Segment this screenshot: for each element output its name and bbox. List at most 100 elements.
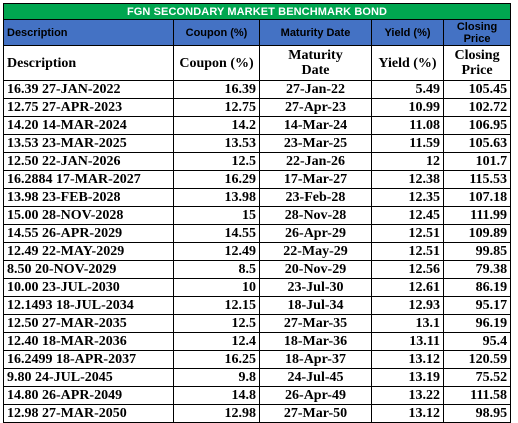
cell-description: 12.98 27-MAR-2050 bbox=[3, 404, 174, 423]
cell-closing-price: 99.85 bbox=[442, 242, 512, 261]
cell-description: 14.55 26-APR-2029 bbox=[3, 224, 174, 243]
header2-description: Description bbox=[3, 45, 174, 81]
cell-closing-price: 86.19 bbox=[442, 278, 512, 297]
table-row: 15.00 28-NOV-2028 15 28-Nov-28 12.45 111.99 bbox=[3, 206, 512, 225]
header2-maturity-text: Maturity Date bbox=[288, 48, 343, 78]
cell-coupon: 12.49 bbox=[173, 242, 260, 261]
cell-maturity: 26-Apr-29 bbox=[259, 224, 372, 243]
cell-yield: 12.45 bbox=[371, 206, 444, 225]
cell-closing-price: 111.58 bbox=[442, 386, 512, 405]
cell-yield: 13.22 bbox=[371, 386, 444, 405]
cell-closing-price: 105.63 bbox=[442, 134, 512, 153]
header-closing-price-text: Closing Price bbox=[456, 20, 498, 45]
cell-closing-price: 95.17 bbox=[442, 296, 512, 315]
cell-maturity: 27-Apr-23 bbox=[259, 98, 372, 117]
table-row: 9.80 24-JUL-2045 9.8 24-Jul-45 13.19 75.52 bbox=[3, 368, 512, 387]
header2-closing-price: Closing Price bbox=[442, 45, 512, 81]
cell-yield: 12.61 bbox=[371, 278, 444, 297]
cell-coupon: 16.39 bbox=[173, 80, 260, 99]
header-coupon: Coupon (%) bbox=[173, 19, 260, 46]
cell-coupon: 8.5 bbox=[173, 260, 260, 279]
cell-description: 12.49 22-MAY-2029 bbox=[3, 242, 174, 261]
cell-closing-price: 98.95 bbox=[442, 404, 512, 423]
table-row: 14.55 26-APR-2029 14.55 26-Apr-29 12.51 109.… bbox=[3, 224, 512, 243]
cell-description: 12.1493 18-JUL-2034 bbox=[3, 296, 174, 315]
cell-yield: 13.12 bbox=[371, 404, 444, 423]
cell-closing-price: 120.59 bbox=[442, 350, 512, 369]
cell-description: 16.2884 17-MAR-2027 bbox=[3, 170, 174, 189]
cell-description: 13.98 23-FEB-2028 bbox=[3, 188, 174, 207]
table-row: 12.50 22-JAN-2026 12.5 22-Jan-26 12 101.7 bbox=[3, 152, 512, 171]
cell-maturity: 28-Nov-28 bbox=[259, 206, 372, 225]
cell-yield: 12.56 bbox=[371, 260, 444, 279]
cell-maturity: 22-Jan-26 bbox=[259, 152, 372, 171]
header-description: Description bbox=[3, 19, 174, 46]
cell-closing-price: 111.99 bbox=[442, 206, 512, 225]
table-row: 12.1493 18-JUL-2034 12.15 18-Jul-34 12.93 95… bbox=[3, 296, 512, 315]
cell-yield: 12.93 bbox=[371, 296, 444, 315]
cell-yield: 12 bbox=[371, 152, 444, 171]
header-row-secondary: Description Coupon (%) Maturity Date Yie… bbox=[3, 45, 512, 81]
cell-closing-price: 75.52 bbox=[442, 368, 512, 387]
header2-closing-price-text: Closing Price bbox=[454, 48, 500, 78]
cell-coupon: 12.5 bbox=[173, 314, 260, 333]
cell-coupon: 16.25 bbox=[173, 350, 260, 369]
cell-description: 12.40 18-MAR-2036 bbox=[3, 332, 174, 351]
header-row-primary: Description Coupon (%) Maturity Date Yie… bbox=[3, 19, 512, 46]
cell-closing-price: 79.38 bbox=[442, 260, 512, 279]
cell-yield: 5.49 bbox=[371, 80, 444, 99]
table-row: 14.80 26-APR-2049 14.8 26-Apr-49 13.22 111.5… bbox=[3, 386, 512, 405]
cell-yield: 11.08 bbox=[371, 116, 444, 135]
table-row: 16.2499 18-APR-2037 16.25 18-Apr-37 13.12 12… bbox=[3, 350, 512, 369]
table-row: 13.98 23-FEB-2028 13.98 23-Feb-28 12.35 107.… bbox=[3, 188, 512, 207]
cell-maturity: 18-Jul-34 bbox=[259, 296, 372, 315]
cell-maturity: 24-Jul-45 bbox=[259, 368, 372, 387]
header-maturity: Maturity Date bbox=[259, 19, 372, 46]
cell-coupon: 12.4 bbox=[173, 332, 260, 351]
cell-closing-price: 109.89 bbox=[442, 224, 512, 243]
cell-maturity: 27-Jan-22 bbox=[259, 80, 372, 99]
table-row: 12.75 27-APR-2023 12.75 27-Apr-23 10.99 102.… bbox=[3, 98, 512, 117]
cell-maturity: 23-Mar-25 bbox=[259, 134, 372, 153]
cell-yield: 13.11 bbox=[371, 332, 444, 351]
cell-yield: 12.51 bbox=[371, 242, 444, 261]
header2-coupon: Coupon (%) bbox=[173, 45, 260, 81]
cell-coupon: 14.55 bbox=[173, 224, 260, 243]
table-row: 12.40 18-MAR-2036 12.4 18-Mar-36 13.11 95.4 bbox=[3, 332, 512, 351]
cell-maturity: 20-Nov-29 bbox=[259, 260, 372, 279]
cell-maturity: 17-Mar-27 bbox=[259, 170, 372, 189]
cell-closing-price: 105.45 bbox=[442, 80, 512, 99]
table-row: 8.50 20-NOV-2029 8.5 20-Nov-29 12.56 79.38 bbox=[3, 260, 512, 279]
cell-coupon: 12.15 bbox=[173, 296, 260, 315]
table-row: 12.98 27-MAR-2050 12.98 27-Mar-50 13.12 98.9… bbox=[3, 404, 512, 423]
cell-maturity: 18-Apr-37 bbox=[259, 350, 372, 369]
cell-description: 16.2499 18-APR-2037 bbox=[3, 350, 174, 369]
cell-maturity: 26-Apr-49 bbox=[259, 386, 372, 405]
table-row: 16.39 27-JAN-2022 16.39 27-Jan-22 5.49 105.4… bbox=[3, 80, 512, 99]
cell-yield: 12.35 bbox=[371, 188, 444, 207]
cell-coupon: 14.2 bbox=[173, 116, 260, 135]
table-title: FGN SECONDARY MARKET BENCHMARK BOND bbox=[2, 3, 512, 20]
cell-yield: 12.51 bbox=[371, 224, 444, 243]
cell-coupon: 12.5 bbox=[173, 152, 260, 171]
bond-table: FGN SECONDARY MARKET BENCHMARK BOND Desc… bbox=[2, 3, 512, 423]
cell-closing-price: 102.72 bbox=[442, 98, 512, 117]
cell-description: 9.80 24-JUL-2045 bbox=[3, 368, 174, 387]
cell-maturity: 18-Mar-36 bbox=[259, 332, 372, 351]
cell-description: 12.50 27-MAR-2035 bbox=[3, 314, 174, 333]
header-yield: Yield (%) bbox=[371, 19, 444, 46]
cell-maturity: 23-Jul-30 bbox=[259, 278, 372, 297]
table-row: 16.2884 17-MAR-2027 16.29 17-Mar-27 12.38 11… bbox=[3, 170, 512, 189]
table-row: 10.00 23-JUL-2030 10 23-Jul-30 12.61 86.19 bbox=[3, 278, 512, 297]
cell-coupon: 10 bbox=[173, 278, 260, 297]
cell-description: 15.00 28-NOV-2028 bbox=[3, 206, 174, 225]
cell-coupon: 13.53 bbox=[173, 134, 260, 153]
bond-table-container: FGN SECONDARY MARKET BENCHMARK BOND Desc… bbox=[2, 3, 512, 423]
cell-coupon: 14.8 bbox=[173, 386, 260, 405]
cell-closing-price: 101.7 bbox=[442, 152, 512, 171]
cell-description: 12.75 27-APR-2023 bbox=[3, 98, 174, 117]
cell-coupon: 12.75 bbox=[173, 98, 260, 117]
cell-description: 8.50 20-NOV-2029 bbox=[3, 260, 174, 279]
cell-closing-price: 115.53 bbox=[442, 170, 512, 189]
cell-coupon: 12.98 bbox=[173, 404, 260, 423]
